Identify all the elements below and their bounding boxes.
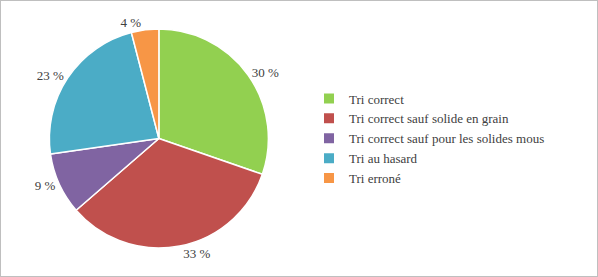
svg-text:4 %: 4 % (121, 15, 142, 30)
svg-text:Tri correct sauf solide en gra: Tri correct sauf solide en grain (349, 111, 509, 126)
svg-text:33 %: 33 % (183, 246, 210, 261)
svg-text:30 %: 30 % (252, 65, 279, 80)
svg-text:23 %: 23 % (37, 68, 64, 83)
svg-text:Tri erroné: Tri erroné (349, 171, 401, 186)
svg-text:9 %: 9 % (35, 178, 56, 193)
svg-text:Tri correct sauf pour les soli: Tri correct sauf pour les solides mous (349, 131, 544, 146)
svg-text:Tri au hasard: Tri au hasard (349, 151, 418, 166)
svg-text:Tri correct: Tri correct (349, 92, 404, 107)
